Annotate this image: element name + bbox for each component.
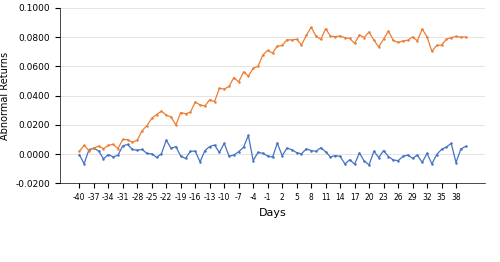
AAR [419, 161, 425, 164]
AAR [322, 150, 328, 153]
CAAR [308, 26, 314, 29]
CAAR [289, 39, 295, 42]
CAAR [366, 30, 372, 34]
CAAR [429, 50, 435, 53]
AAR [76, 153, 82, 156]
AAR [371, 150, 377, 153]
Line: AAR: AAR [78, 134, 467, 166]
Y-axis label: Abnormal Returns: Abnormal Returns [0, 52, 10, 140]
AAR [400, 155, 406, 158]
AAR [366, 163, 372, 166]
AAR [434, 153, 440, 156]
X-axis label: Days: Days [258, 208, 286, 218]
AAR [462, 145, 468, 148]
Line: CAAR: CAAR [78, 26, 467, 152]
CAAR [395, 41, 401, 44]
CAAR [322, 27, 328, 30]
CAAR [76, 150, 82, 153]
CAAR [414, 39, 420, 42]
AAR [246, 134, 252, 137]
AAR [294, 151, 300, 154]
CAAR [462, 36, 468, 39]
